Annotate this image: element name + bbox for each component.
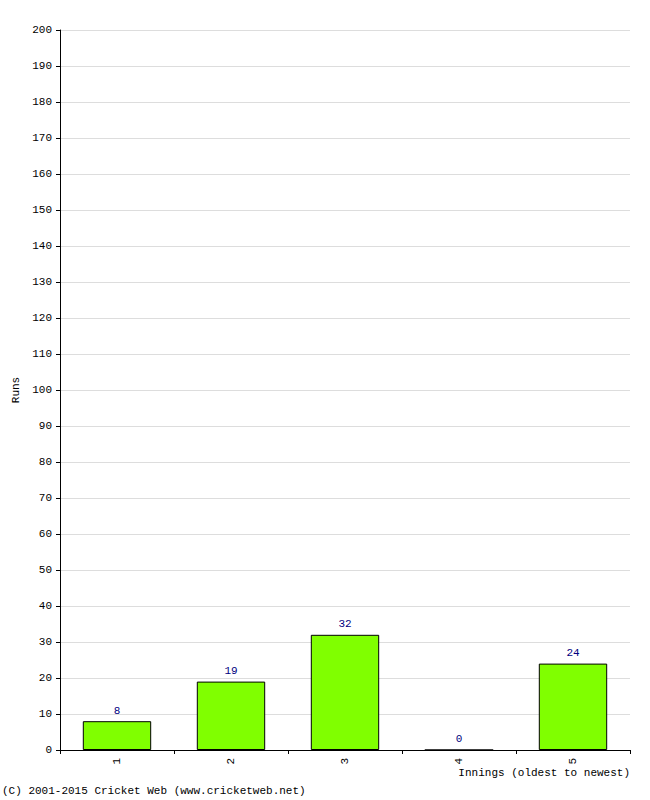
svg-text:170: 170: [32, 132, 52, 144]
svg-text:4: 4: [453, 758, 465, 765]
svg-text:Innings (oldest to newest): Innings (oldest to newest): [458, 767, 630, 779]
svg-text:19: 19: [224, 665, 237, 677]
svg-text:130: 130: [32, 276, 52, 288]
svg-text:3: 3: [339, 758, 351, 765]
svg-text:20: 20: [39, 672, 52, 684]
svg-text:32: 32: [338, 618, 351, 630]
svg-text:100: 100: [32, 384, 52, 396]
svg-text:8: 8: [114, 705, 121, 717]
svg-text:0: 0: [45, 744, 52, 756]
svg-text:50: 50: [39, 564, 52, 576]
svg-text:0: 0: [456, 733, 463, 745]
svg-text:190: 190: [32, 60, 52, 72]
svg-text:60: 60: [39, 528, 52, 540]
svg-text:90: 90: [39, 420, 52, 432]
svg-text:5: 5: [567, 758, 579, 765]
svg-text:110: 110: [32, 348, 52, 360]
svg-text:140: 140: [32, 240, 52, 252]
svg-text:1: 1: [111, 758, 123, 765]
svg-text:120: 120: [32, 312, 52, 324]
svg-text:180: 180: [32, 96, 52, 108]
svg-text:24: 24: [566, 647, 580, 659]
svg-text:160: 160: [32, 168, 52, 180]
svg-text:70: 70: [39, 492, 52, 504]
svg-text:30: 30: [39, 636, 52, 648]
svg-text:80: 80: [39, 456, 52, 468]
svg-text:10: 10: [39, 708, 52, 720]
svg-text:200: 200: [32, 24, 52, 36]
svg-text:(C) 2001-2015 Cricket Web (www: (C) 2001-2015 Cricket Web (www.cricketwe…: [2, 785, 306, 797]
svg-text:150: 150: [32, 204, 52, 216]
svg-text:Runs: Runs: [10, 377, 22, 403]
svg-text:40: 40: [39, 600, 52, 612]
svg-text:2: 2: [225, 758, 237, 765]
